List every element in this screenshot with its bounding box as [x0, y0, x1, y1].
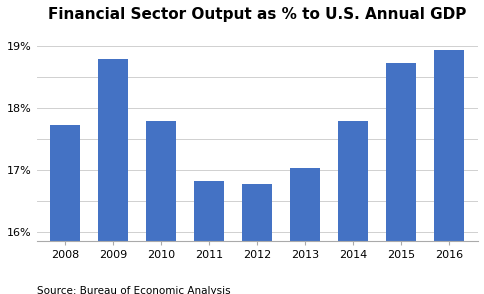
Bar	[338, 121, 367, 241]
Bar	[194, 181, 224, 241]
Bar	[386, 63, 415, 241]
Title: Financial Sector Output as % to U.S. Annual GDP: Financial Sector Output as % to U.S. Ann…	[48, 7, 466, 22]
Bar	[242, 184, 272, 241]
Text: Source: Bureau of Economic Analysis: Source: Bureau of Economic Analysis	[36, 285, 230, 294]
Bar	[50, 125, 80, 241]
Bar	[434, 50, 463, 241]
Bar	[98, 59, 128, 241]
Bar	[290, 168, 319, 241]
Bar	[146, 121, 176, 241]
